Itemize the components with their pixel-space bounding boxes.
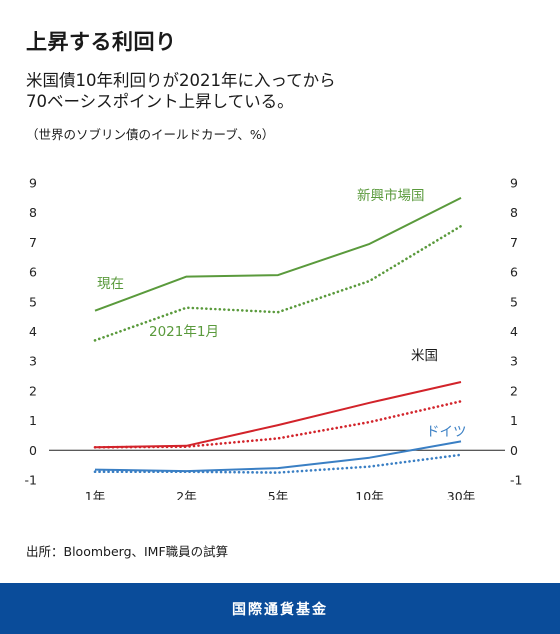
- label-jan-2021: 2021年1月: [149, 324, 219, 340]
- label-us: 米国: [411, 348, 438, 364]
- y-tick-label-right: 5: [510, 294, 518, 309]
- y-tick-label-left: 4: [29, 324, 37, 339]
- y-tick-label-left: 1: [29, 413, 37, 428]
- y-tick-label-right: 2: [510, 383, 518, 398]
- y-tick-label-right: 0: [510, 443, 518, 458]
- y-tick-label-left: 2: [29, 383, 37, 398]
- series-line-germany-jan2021: [93, 453, 463, 474]
- subtitle-line-2: 70ベーシスポイント上昇している。: [26, 92, 294, 111]
- source-note: 出所：Bloomberg、IMF職員の試算: [26, 544, 229, 559]
- series-line-emerging-jan2021: [93, 224, 463, 342]
- subtitle-line-1: 米国債10年利回りが2021年に入ってから: [26, 71, 336, 90]
- y-tick-label-left: 7: [29, 235, 37, 250]
- x-tick-label: 5年: [268, 489, 288, 500]
- yield-curve-chart: -1 -1 0 0 1 1 2 2 3 3 4 4 5 5 6 6 7 7 8 8 9 9 1年 2年 5年 10年 30年 新興市場…: [25, 176, 523, 501]
- series-line-us-jan2021: [93, 400, 463, 449]
- y-tick-label-left: 0: [29, 443, 37, 458]
- y-tick-label-left: -1: [25, 473, 37, 488]
- y-tick-label-right: -1: [510, 473, 522, 488]
- y-tick-label-left: 5: [29, 294, 37, 309]
- footer-bar: 国際通貨基金: [0, 583, 560, 634]
- x-tick-label: 30年: [447, 489, 475, 500]
- label-current: 現在: [97, 276, 124, 292]
- chart-subtitle: 米国債10年利回りが2021年に入ってから 70ベーシスポイント上昇している。: [26, 70, 336, 112]
- y-tick-label-right: 4: [510, 324, 518, 339]
- x-tick-label: 1年: [85, 489, 105, 500]
- series-line-germany-current: [94, 440, 462, 473]
- x-tick-label: 10年: [355, 489, 383, 500]
- series-line-emerging-current: [94, 197, 462, 312]
- y-tick-label-left: 9: [29, 176, 37, 191]
- y-tick-label-right: 7: [510, 235, 518, 250]
- unit-note: （世界のソブリン債のイールドカーブ、%）: [26, 127, 275, 142]
- y-tick-label-right: 9: [510, 176, 518, 191]
- y-tick-label-left: 3: [29, 354, 37, 369]
- x-tick-label: 2年: [176, 489, 196, 500]
- y-tick-label-right: 6: [510, 265, 518, 280]
- series-line-us-current: [94, 381, 462, 449]
- chart-title: 上昇する利回り: [26, 30, 177, 54]
- label-germany: ドイツ: [426, 424, 467, 440]
- y-tick-label-left: 8: [29, 205, 37, 220]
- y-tick-label-right: 3: [510, 354, 518, 369]
- y-tick-label-left: 6: [29, 265, 37, 280]
- footer-label: 国際通貨基金: [232, 601, 328, 618]
- label-emerging-markets: 新興市場国: [357, 187, 425, 204]
- y-tick-label-right: 8: [510, 205, 518, 220]
- y-tick-label-right: 1: [510, 413, 518, 428]
